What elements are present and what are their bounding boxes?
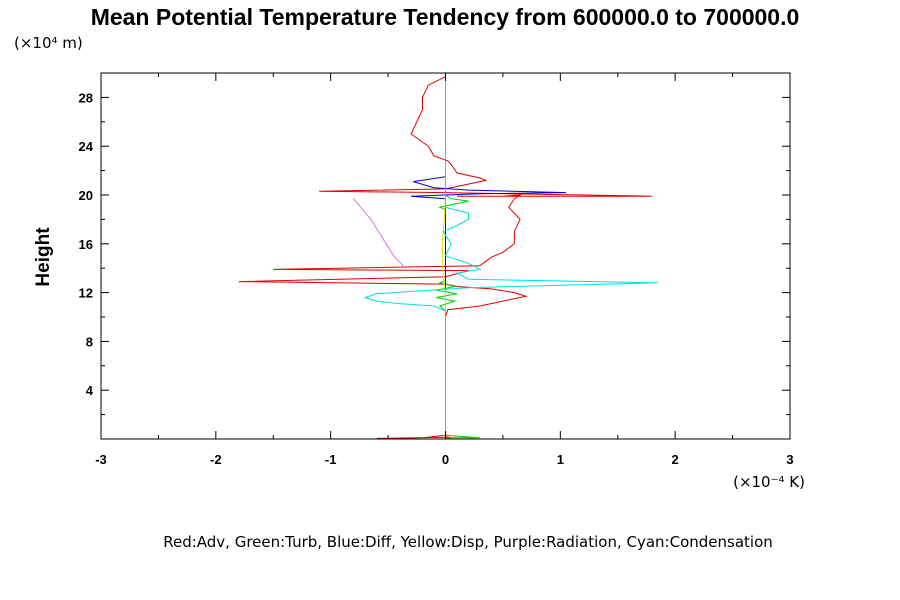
legend-caption: Red:Adv, Green:Turb, Blue:Diff, Yellow:D… <box>163 533 773 551</box>
y-axis-label: Height <box>33 227 54 287</box>
y-tick-label: 16 <box>79 237 93 252</box>
series-line-radiation <box>353 198 406 269</box>
x-tick-label: -3 <box>95 452 107 467</box>
y-tick-label: 8 <box>86 334 93 349</box>
chart-title: Mean Potential Temperature Tendency from… <box>91 4 800 30</box>
series-line-condensation <box>363 77 658 439</box>
y-tick-label: 4 <box>86 383 94 398</box>
x-tick-label: -2 <box>210 452 222 467</box>
x-tick-label: 2 <box>672 452 679 467</box>
y-tick-label: 12 <box>79 286 93 301</box>
x-unit-label: (×10⁻⁴ K) <box>733 473 805 491</box>
x-tick-label: -1 <box>325 452 337 467</box>
x-tick-label: 0 <box>442 452 449 467</box>
y-tick-label: 20 <box>79 188 93 203</box>
y-tick-label: 28 <box>79 90 93 105</box>
y-tick-label: 24 <box>79 139 94 154</box>
x-tick-label: 1 <box>557 452 564 467</box>
plot-lines <box>238 76 658 439</box>
y-unit-label: (×10⁴ m) <box>14 34 83 52</box>
x-tick-label: 3 <box>786 452 793 467</box>
series-line-disp <box>441 79 446 439</box>
series-line-diff <box>411 76 567 439</box>
